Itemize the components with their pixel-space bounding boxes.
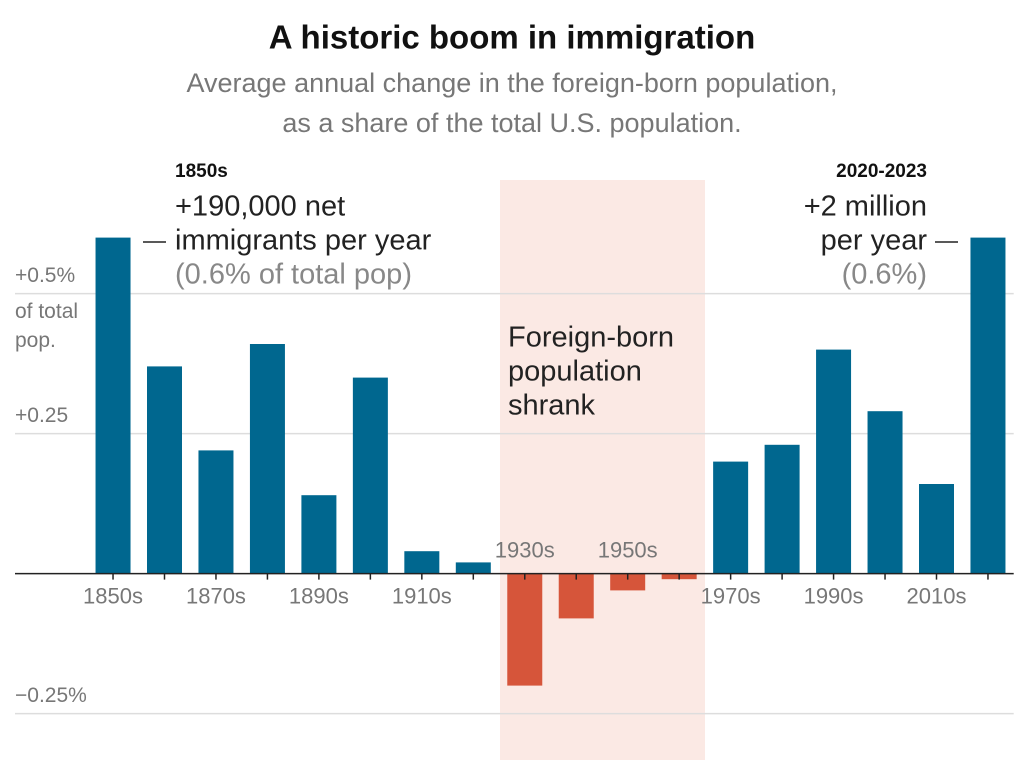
shaded-note: Foreign-born: [508, 322, 674, 354]
chart-title: A historic boom in immigration: [269, 19, 755, 56]
bar: [198, 450, 234, 574]
shaded-note: shrank: [508, 390, 596, 422]
bar: [867, 411, 903, 574]
annotation-text: +2 million: [804, 191, 927, 223]
annotation-heading: 2020-2023: [836, 161, 927, 182]
bar: [970, 237, 1006, 574]
bar: [816, 349, 852, 574]
bar: [507, 573, 543, 686]
x-tick-label: 1890s: [289, 583, 349, 608]
bar: [764, 444, 800, 574]
bar: [919, 484, 954, 574]
annotation-heading: 1850s: [175, 161, 228, 182]
bar: [301, 495, 337, 574]
chart-subtitle: Average annual change in the foreign-bor…: [187, 68, 838, 98]
x-tick-label: 1950s: [598, 537, 658, 562]
annotation-text: immigrants per year: [175, 225, 432, 257]
x-tick-label: 1850s: [83, 583, 143, 608]
chart-subtitle: as a share of the total U.S. population.: [282, 108, 741, 138]
bar: [95, 237, 131, 574]
bar: [713, 461, 749, 574]
x-tick-label: 2010s: [907, 583, 967, 608]
shaded-note: population: [508, 356, 642, 388]
y-tick-label: +0.5%: [15, 264, 75, 287]
bar: [147, 366, 182, 574]
bar: [404, 551, 440, 574]
annotation-text: +190,000 net: [175, 191, 345, 223]
x-tick-label: 1910s: [392, 583, 452, 608]
bar: [558, 573, 594, 619]
y-tick-note: of total: [15, 300, 78, 323]
x-tick-label: 1990s: [804, 583, 864, 608]
x-tick-label: 1870s: [186, 583, 246, 608]
annotation-text: (0.6%): [842, 259, 927, 291]
y-tick-label: +0.25: [15, 404, 68, 427]
y-tick-label: −0.25%: [15, 684, 87, 707]
x-tick-label: 1930s: [495, 537, 555, 562]
bar: [610, 573, 646, 591]
bar: [249, 344, 285, 574]
y-tick-note: pop.: [15, 329, 56, 352]
bar: [455, 562, 491, 574]
annotation-text: per year: [821, 225, 928, 257]
annotation-text: (0.6% of total pop): [175, 259, 412, 291]
bar: [352, 377, 388, 574]
x-tick-label: 1970s: [701, 583, 761, 608]
